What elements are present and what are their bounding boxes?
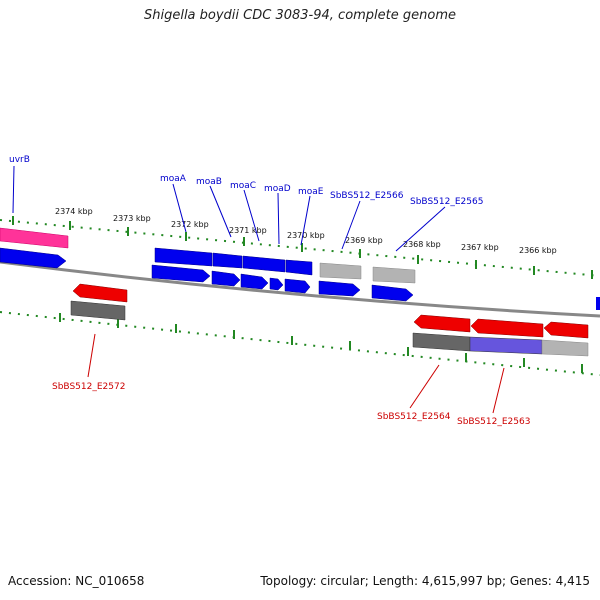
kbp-label: 2367 kbp (461, 243, 499, 252)
pseudogene-purple[interactable] (469, 336, 543, 355)
kbp-label: 2368 kbp (403, 240, 441, 249)
gene-label-moaC: moaC (230, 181, 256, 191)
gene-uvrB[interactable] (0, 227, 69, 249)
gene-label-moaB: moaB (196, 177, 222, 187)
gene-moaC[interactable] (242, 255, 286, 273)
gene-moa-lower-1[interactable] (151, 264, 211, 283)
kbp-label: 2373 kbp (113, 214, 151, 223)
genome-title: Shigella boydii CDC 3083-94, complete ge… (143, 8, 457, 23)
gene-SbBS512_E2564[interactable] (413, 314, 471, 333)
gene-SbBS512_E2563[interactable] (470, 318, 544, 338)
pseudogene-grey-2[interactable] (372, 266, 416, 284)
accession-text: Accession: NC_010658 (8, 574, 145, 588)
pseudogene-dark-grey[interactable] (412, 332, 471, 352)
genome-backbone (0, 260, 600, 318)
upper-major-ticks (12, 216, 593, 279)
gene-label-SbBS512_E2564: SbBS512_E2564 (377, 412, 451, 422)
forward-leaders (12, 165, 446, 252)
genome-stats-text: Topology: circular; Length: 4,615,997 bp… (260, 574, 590, 588)
reverse-leaders (87, 333, 505, 414)
gene-moa-lower-2[interactable] (211, 270, 241, 287)
gene-moaB[interactable] (212, 252, 243, 269)
lower-major-ticks (59, 313, 583, 373)
pseudogene-E2572-grey[interactable] (70, 300, 126, 321)
kbp-label: 2369 kbp (345, 236, 383, 245)
gene-SbBS512_E2566-body[interactable] (318, 280, 361, 297)
gene-label-SbBS512_E2572: SbBS512_E2572 (52, 382, 125, 392)
reverse-genes (70, 283, 589, 357)
pseudogene-light-grey[interactable] (541, 339, 589, 357)
pseudogene-grey-1[interactable] (319, 262, 362, 280)
gene-moa-lower-5[interactable] (284, 278, 311, 294)
gene-SbBS512_E2572[interactable] (72, 283, 128, 303)
gene-label-SbBS512_E2565: SbBS512_E2565 (410, 197, 483, 207)
kbp-label: 2366 kbp (519, 246, 557, 255)
gene-blue-right-partial[interactable] (596, 297, 600, 310)
gene-label-uvrB: uvrB (9, 155, 30, 165)
gene-moa-lower-3[interactable] (240, 273, 269, 290)
gene-label-moaA: moaA (160, 174, 187, 184)
gene-red-right[interactable] (543, 321, 589, 339)
gene-label-moaE: moaE (298, 187, 324, 197)
gene-moa-lower-4[interactable] (269, 277, 284, 291)
kbp-label: 2374 kbp (55, 207, 93, 216)
gene-blue-partial[interactable] (0, 247, 67, 269)
gene-SbBS512_E2565-body[interactable] (371, 284, 414, 302)
kbp-label: 2372 kbp (171, 220, 209, 229)
kbp-label: 2370 kbp (287, 231, 325, 240)
kbp-label: 2371 kbp (229, 226, 267, 235)
gene-moaD[interactable] (285, 259, 313, 276)
gene-label-moaD: moaD (264, 184, 291, 194)
gene-label-SbBS512_E2563: SbBS512_E2563 (457, 417, 530, 427)
forward-genes (0, 227, 600, 310)
gene-label-SbBS512_E2566: SbBS512_E2566 (330, 191, 404, 201)
gene-moaA[interactable] (154, 247, 213, 267)
